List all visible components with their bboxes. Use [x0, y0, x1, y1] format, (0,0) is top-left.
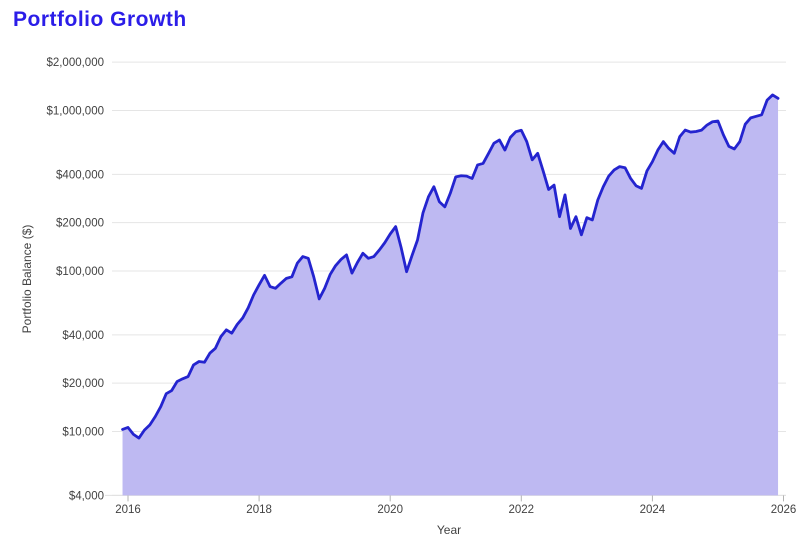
x-tick-label: 2018 — [246, 504, 272, 516]
line-series — [121, 93, 780, 440]
chart-title: Portfolio Growth — [13, 8, 187, 31]
x-tick-label: 2022 — [509, 504, 535, 516]
y-tick-label: $40,000 — [62, 330, 104, 342]
x-tick-labels: 2016 2018 2020 2022 2024 2026 — [115, 504, 796, 516]
x-tick-label: 2016 — [115, 504, 141, 516]
x-tick-label: 2020 — [377, 504, 403, 516]
y-tick-label: $1,000,000 — [46, 106, 104, 118]
y-tick-label: $10,000 — [62, 427, 104, 439]
y-tick-label: $20,000 — [62, 378, 104, 390]
y-tick-label: $400,000 — [56, 169, 104, 181]
x-tick-label: 2026 — [771, 504, 797, 516]
y-tick-label: $4,000 — [69, 490, 104, 502]
x-tick-marks — [127, 495, 784, 502]
y-tick-label: $100,000 — [56, 266, 104, 278]
area-fill — [122, 94, 779, 496]
y-axis-title: Portfolio Balance ($) — [20, 225, 34, 334]
x-tick-label: 2024 — [640, 504, 666, 516]
y-tick-label: $200,000 — [56, 218, 104, 230]
y-tick-label: $2,000,000 — [46, 57, 104, 69]
y-tick-labels: $2,000,000 $1,000,000 $400,000 $200,000 $100… — [46, 57, 104, 502]
x-axis-title: Year — [437, 523, 461, 537]
